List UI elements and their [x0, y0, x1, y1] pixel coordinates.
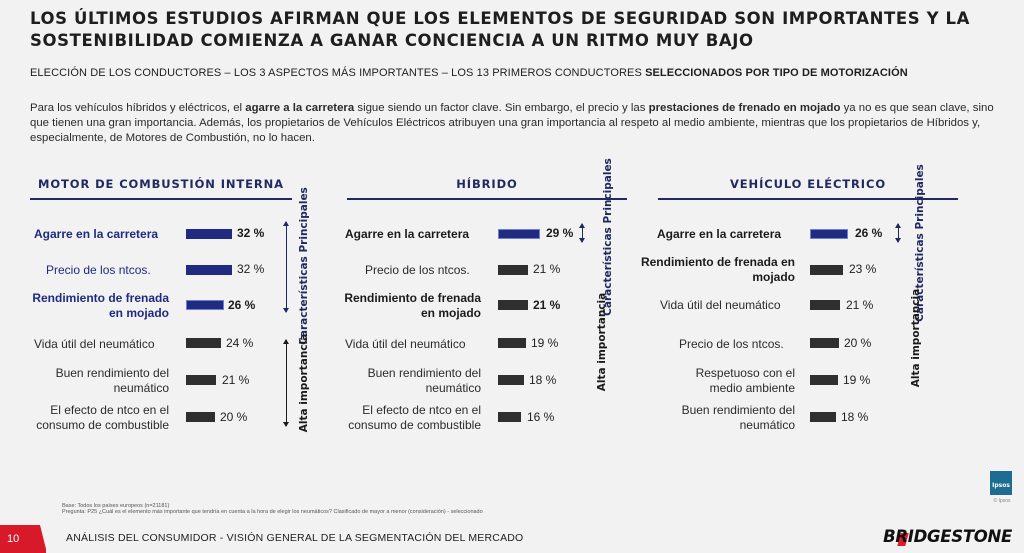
electric-row-2-value: 23 %: [849, 262, 877, 276]
subtitle-text: ELECCIÓN DE LOS CONDUCTORES – LOS 3 ASPE…: [30, 67, 646, 79]
hybrid-row-6-label: El efecto de ntco en el consumo de combu…: [348, 403, 481, 432]
subtitle-bold-text: SELECCIONADOS POR TIPO DE MOTORIZACIÓN: [645, 67, 908, 79]
electric-row-4-value: 20 %: [844, 336, 872, 350]
footer-section-title: ANÁLISIS DEL CONSUMIDOR - VISIÓN GENERAL…: [66, 532, 524, 544]
combustion-high-arrow: [283, 339, 289, 427]
hybrid-row-3-label: Rendimiento de frenada en mojado: [344, 291, 481, 320]
ipsos-caption: © Ipsos: [993, 498, 1011, 504]
page-title: LOS ÚLTIMOS ESTUDIOS AFIRMAN QUE LOS ELE…: [30, 9, 970, 50]
footer-bar: [0, 525, 1024, 553]
intro-highlight-grip: agarre a la carretera: [245, 102, 355, 114]
electric-row-3-bar: [810, 300, 840, 310]
electric-row-5-value: 19 %: [843, 373, 871, 387]
combustion-row-4-value: 24 %: [226, 336, 254, 350]
electric-row-6-value: 18 %: [841, 410, 869, 424]
electric-row-1-bar: [810, 229, 848, 239]
bridgestone-logo: BRIDGESTONE: [883, 527, 1012, 546]
hybrid-key-arrow: [579, 223, 585, 243]
electric-key-arrow: [895, 223, 901, 243]
electric-row-5-label: Respetuoso con el medio ambiente: [695, 366, 795, 395]
intro-paragraph: Para los vehículos híbridos y eléctricos…: [30, 102, 994, 144]
combustion-key-label: Características Principales: [298, 187, 310, 345]
hybrid-row-3-value: 21 %: [533, 298, 561, 312]
hybrid-row-6-bar: [498, 412, 521, 422]
combustion-row-1-label: Agarre en la carretera: [34, 227, 159, 241]
page-subtitle: ELECCIÓN DE LOS CONDUCTORES – LOS 3 ASPE…: [30, 67, 908, 79]
hybrid-row-1-bar: [498, 229, 540, 239]
electric-row-6-label: Buen rendimiento del neumático: [681, 403, 795, 432]
hybrid-row-1-label: Agarre en la carretera: [345, 227, 470, 241]
hybrid-row-4-label: Vida útil del neumático: [345, 337, 466, 351]
combustion-row-2-bar: [186, 265, 232, 275]
electric-row-4-bar: [810, 338, 839, 348]
hybrid-row-5-value: 18 %: [529, 373, 557, 387]
footnote-question: Pregunta: P25 ¿Cuál es el elemento más i…: [62, 509, 483, 515]
hybrid-row-2-value: 21 %: [533, 262, 561, 276]
ipsos-logo: Ipsos: [990, 471, 1012, 495]
hybrid-high-label: Alta importancia: [596, 292, 608, 392]
column-divider-combustion: [30, 198, 292, 200]
combustion-row-3-value: 26 %: [228, 298, 256, 312]
combustion-row-6-value: 20 %: [220, 410, 248, 424]
electric-row-2-bar: [810, 265, 843, 275]
combustion-key-arrow: [283, 221, 289, 313]
hybrid-row-2-bar: [498, 265, 528, 275]
combustion-row-1-bar: [186, 229, 232, 239]
electric-row-1-label: Agarre en la carretera: [657, 227, 782, 241]
combustion-row-5-bar: [186, 375, 216, 385]
hybrid-row-4-bar: [498, 338, 526, 348]
combustion-row-3-bar: [186, 300, 224, 310]
electric-row-4-label: Precio de los ntcos.: [679, 337, 784, 351]
hybrid-row-6-value: 16 %: [527, 410, 555, 424]
column-heading-hybrid: HÍBRIDO: [456, 177, 518, 191]
electric-row-1-value: 26 %: [855, 226, 883, 240]
combustion-row-5-value: 21 %: [222, 373, 250, 387]
hybrid-row-2-label: Precio de los ntcos.: [365, 263, 470, 277]
hybrid-row-5-bar: [498, 375, 524, 385]
electric-high-label: Alta importancia: [910, 288, 922, 388]
hybrid-row-3-bar: [498, 300, 528, 310]
hybrid-row-4-value: 19 %: [531, 336, 559, 350]
combustion-row-2-value: 32 %: [237, 262, 265, 276]
column-divider-hybrid: [347, 198, 627, 200]
footnote-base: Base: Todos los países europeos (n=21181…: [62, 503, 170, 509]
combustion-row-6-label: El efecto de ntco en el consumo de combu…: [36, 403, 169, 432]
column-divider-electric: [658, 198, 958, 200]
electric-row-3-value: 21 %: [846, 298, 874, 312]
electric-row-5-bar: [810, 375, 838, 385]
column-heading-combustion: MOTOR DE COMBUSTIÓN INTERNA: [38, 177, 284, 191]
combustion-row-4-bar: [186, 338, 221, 348]
page-number: 10: [0, 525, 47, 553]
combustion-row-5-label: Buen rendimiento del neumático: [55, 366, 169, 395]
combustion-row-1-value: 32 %: [237, 226, 265, 240]
intro-highlight-braking: prestaciones de frenado en mojado: [648, 102, 841, 114]
combustion-row-2-label: Precio de los ntcos.: [46, 263, 151, 277]
combustion-high-label: Alta importancia: [298, 333, 310, 433]
combustion-row-4-label: Vida útil del neumático: [34, 337, 155, 351]
electric-row-6-bar: [810, 412, 836, 422]
electric-row-3-label: Vida útil del neumático: [660, 298, 781, 312]
hybrid-row-5-label: Buen rendimiento del neumático: [367, 366, 481, 395]
combustion-row-3-label: Rendimiento de frenada en mojado: [32, 291, 169, 320]
hybrid-row-1-value: 29 %: [546, 226, 574, 240]
combustion-row-6-bar: [186, 412, 215, 422]
column-heading-electric: VEHÍCULO ELÉCTRICO: [729, 177, 886, 191]
electric-row-2-label: Rendimiento de frenada en mojado: [640, 255, 795, 284]
